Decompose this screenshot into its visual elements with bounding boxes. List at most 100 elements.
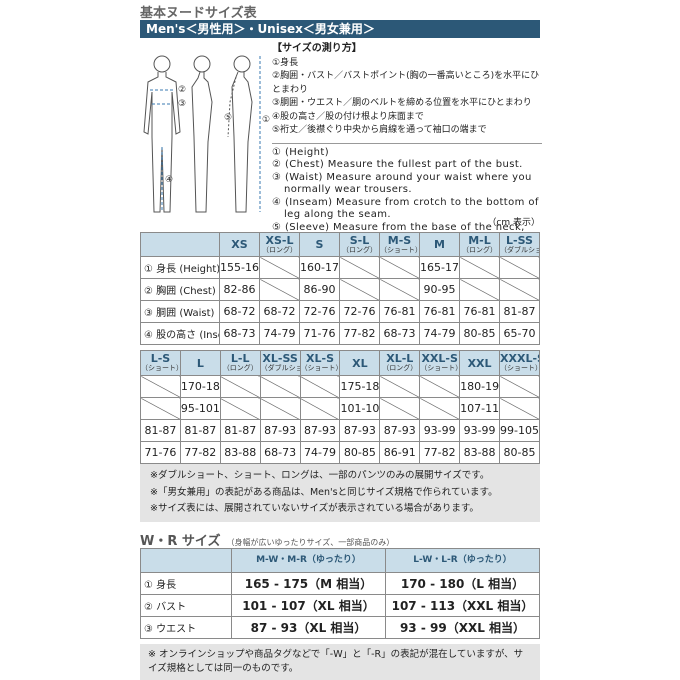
unit-note: （cm 表示）	[487, 218, 540, 228]
size-name: XXL-S	[421, 352, 458, 365]
size-cell: 76-81	[459, 300, 500, 323]
back-figure	[227, 55, 253, 213]
empty-cell	[259, 256, 300, 279]
fig-label: ③	[178, 99, 186, 109]
size-cell: 81-87	[140, 419, 181, 442]
header-cell: L-L （ロング）	[219, 350, 261, 376]
size-cell: 76-81	[419, 300, 460, 323]
size-cell: 90-95	[419, 278, 460, 301]
size-cell: 86-91	[379, 441, 421, 464]
empty-cell	[419, 397, 461, 420]
size-cell: 74-79	[259, 322, 300, 345]
size-cell: 71-76	[299, 322, 340, 345]
size-cell: 82-86	[219, 278, 260, 301]
header-row: XS XS-L （ロング） S S-L （ロング） M-S （ショート） M M-L （ロング） L-…	[140, 232, 540, 257]
size-name: XS-L	[265, 233, 294, 247]
size-cell: 68-72	[259, 300, 300, 323]
size-cell: 170-180	[179, 375, 221, 398]
size-cell: 83-88	[459, 441, 501, 464]
size-name: XL-L	[386, 352, 414, 365]
data-row: ① 身長 (Height)155-165 160-170 165-175	[140, 256, 540, 279]
size-cell: 93-99	[419, 419, 461, 442]
row-label: ① 身長 (Height)	[140, 256, 220, 279]
size-table-2: L-S（ショート） L L-L（ロング）XL-SS（ダブルショート）XL-S（ショー…	[140, 350, 540, 464]
figure: ② ③ ④ ① ⑤	[143, 55, 270, 213]
en-line: ④ (Inseam) Measure from crotch to the bo…	[272, 196, 539, 221]
header-cell: L-S （ショート）	[140, 350, 181, 376]
en-line: ③ (Waist) Measure around your waist wher…	[272, 171, 532, 196]
size-cell: 81-87	[499, 300, 540, 323]
size-cell: 81-87	[219, 419, 261, 442]
size-cell: 101-107	[339, 397, 381, 420]
data-row: ③ ウエスト 87 - 93（XL 相当） 93 - 99（XXL 相当）	[140, 616, 540, 639]
size-name: S-L	[349, 233, 370, 247]
row-label: ④ 股の高さ (Inseam)	[140, 322, 220, 345]
empty-cell	[259, 375, 301, 398]
empty-cell	[499, 256, 540, 279]
row-label: ③ 胴囲 (Waist)	[140, 300, 220, 323]
size-name: L	[196, 356, 204, 370]
size-cell: 87-93	[299, 419, 341, 442]
header-row: M-W・M-R（ゆったり） L-W・L-R（ゆったり）	[140, 548, 540, 573]
size-cell: 74-79	[419, 322, 460, 345]
empty-cell	[379, 278, 420, 301]
empty-cell	[459, 278, 500, 301]
size-cell: 68-73	[379, 322, 420, 345]
size-cell: 68-73	[219, 322, 260, 345]
size-name: XL-SS	[262, 352, 298, 365]
size-cell: 68-73	[259, 441, 301, 464]
data-row: ④ 股の高さ (Inseam)68-7374-7971-7677-8268-73…	[140, 322, 540, 345]
fig-label: ②	[178, 85, 186, 95]
empty-cell	[140, 397, 181, 420]
size-cell: 87 - 93（XL 相当）	[231, 616, 386, 639]
size-name: XL	[352, 356, 368, 370]
header-cell: XL-SS（ダブルショート）	[259, 350, 301, 376]
en-line: ① (Height)	[272, 146, 330, 158]
size-cell: 87-93	[259, 419, 301, 442]
size-note: （ショート）	[500, 364, 540, 372]
data-row: ② バスト 101 - 107（XL 相当） 107 - 113（XXL 相当）	[140, 594, 540, 617]
size-cell: 77-82	[419, 441, 461, 464]
jp-line: ⑤裄丈／後襟ぐり中央から肩線を通って袖口の端まで	[272, 125, 487, 135]
size-name: L-SS	[506, 233, 533, 247]
size-cell: 175-185	[339, 375, 381, 398]
size-note: （ロング）	[342, 245, 377, 254]
empty-cell	[499, 375, 540, 398]
header-cell: M-S （ショート）	[379, 232, 420, 257]
jp-line: ④股の高さ／股の付け根より床面まで	[272, 111, 424, 122]
header-corner	[140, 232, 220, 257]
size-cell: 72-76	[339, 300, 380, 323]
size-cell: 80-85	[499, 441, 540, 464]
size-cell: 80-85	[459, 322, 500, 345]
size-cell: 180-190	[459, 375, 501, 398]
size-cell: 65-70	[499, 322, 540, 345]
empty-cell	[339, 278, 380, 301]
size-cell: 155-165	[219, 256, 260, 279]
size-cell: 71-76	[140, 441, 181, 464]
jp-line: ②胸囲・バスト／バストポイント(胸の一番高いところ)を水平にひとまわり	[272, 71, 540, 95]
size-cell: 107 - 113（XXL 相当）	[385, 594, 540, 617]
size-name: XXL	[467, 356, 492, 370]
size-name: M-L	[468, 233, 491, 247]
empty-cell	[299, 375, 341, 398]
row-label: ① 身長	[140, 572, 232, 595]
empty-cell	[499, 397, 540, 420]
size-cell: 80-85	[339, 441, 381, 464]
wr-title: W・R サイズ	[140, 534, 221, 549]
size-note: （ダブルショート）	[260, 364, 299, 372]
size-cell: 87-93	[339, 419, 381, 442]
size-table-1: XS XS-L （ロング） S S-L （ロング） M-S （ショート） M M-L （ロング） L-…	[140, 232, 540, 345]
header-cell: XL-S （ショート）	[299, 350, 341, 376]
size-note: （ロング）	[462, 245, 497, 254]
en-line: ② (Chest) Measure the fullest part of th…	[272, 159, 523, 171]
row-label: ② バスト	[140, 594, 232, 617]
header-cell: XL	[339, 350, 381, 376]
header-cell: XXL	[459, 350, 501, 376]
size-cell: 170 - 180（L 相当）	[385, 572, 540, 595]
side-figure	[191, 55, 213, 213]
empty-cell	[379, 256, 420, 279]
wr-note: ※ オンラインショップや商品タグなどで「-W」と「-R」の表記が混在していますが…	[140, 644, 540, 680]
data-row: ③ 胴囲 (Waist) 68-72 68-72 72-76 72-76 76-81 76-…	[140, 300, 540, 323]
note-line: ※サイズ表には、展開されていないサイズが表示されている場合があります。	[150, 503, 479, 514]
